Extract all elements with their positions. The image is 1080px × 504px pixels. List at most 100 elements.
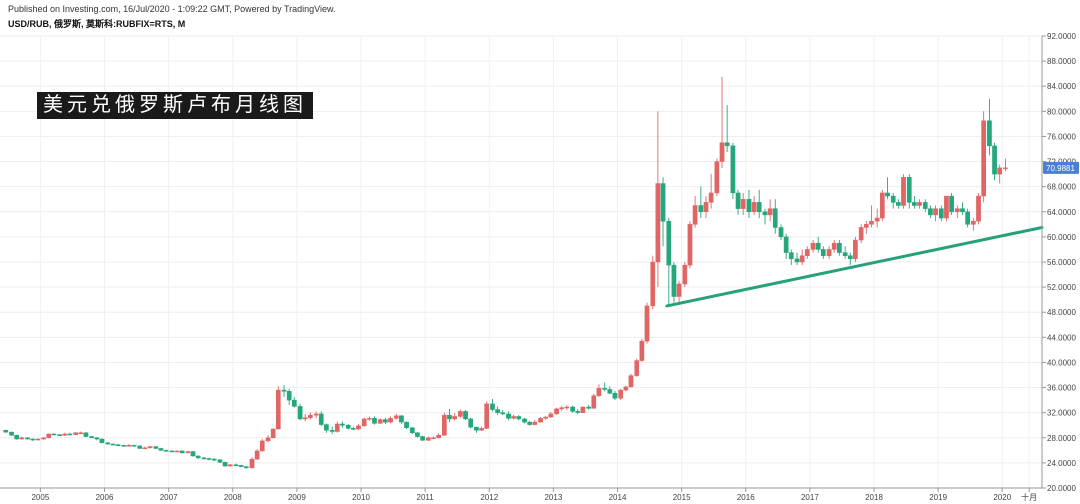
candle — [452, 413, 457, 421]
candle-body — [810, 242, 816, 250]
candle — [644, 302, 650, 344]
candle-body — [41, 437, 46, 440]
candle — [522, 417, 527, 424]
candle — [393, 413, 399, 420]
candle — [735, 189, 741, 215]
candle — [233, 463, 239, 467]
candle — [377, 418, 383, 424]
candle — [110, 443, 116, 446]
candle — [612, 390, 618, 401]
candle — [703, 196, 709, 219]
candle-body — [965, 211, 970, 225]
y-tick-label: 64.0000 — [1047, 208, 1076, 217]
candle — [890, 192, 896, 209]
candle-body — [522, 418, 527, 423]
candle — [388, 416, 393, 424]
candle — [559, 405, 565, 411]
x-tick-label: 2019 — [929, 493, 947, 502]
candle-body — [554, 408, 559, 415]
candle-body — [623, 386, 629, 391]
candle — [366, 416, 372, 421]
candle — [570, 405, 575, 413]
candle — [922, 199, 928, 212]
candle-body — [532, 421, 538, 425]
candle — [463, 410, 468, 421]
candle-body — [190, 451, 196, 457]
candle-body — [863, 224, 869, 228]
candle-body — [201, 457, 207, 460]
candle-body — [388, 418, 393, 423]
candle-body — [746, 198, 752, 213]
candle — [495, 406, 500, 416]
candle — [399, 415, 404, 424]
candle-body — [858, 227, 864, 241]
candle — [837, 240, 842, 256]
candle — [329, 426, 335, 435]
candle — [901, 174, 906, 209]
candle-body — [896, 202, 901, 206]
candle-body — [981, 120, 986, 197]
candle-body — [206, 458, 212, 460]
candle — [815, 236, 821, 253]
candle-body — [879, 192, 885, 219]
x-tick-label: 2011 — [417, 493, 435, 502]
candle — [538, 417, 543, 423]
candle-body — [302, 417, 308, 420]
candle-body — [644, 305, 650, 342]
candle-body — [890, 195, 896, 203]
candle — [527, 420, 533, 426]
candles-layer — [3, 76, 1008, 469]
candle — [708, 174, 714, 209]
candle-body — [291, 399, 297, 407]
candle-body — [938, 208, 944, 219]
candle — [719, 76, 725, 168]
y-tick-label: 36.0000 — [1047, 384, 1076, 393]
candle-body — [211, 458, 217, 461]
candle — [987, 98, 992, 156]
candle-body — [19, 437, 25, 440]
candle-body — [799, 255, 805, 263]
candle-body — [350, 428, 356, 430]
candle-body — [399, 415, 404, 423]
candle-body — [922, 202, 928, 209]
candle-body — [404, 421, 409, 428]
candle — [35, 438, 41, 441]
candle-body — [3, 429, 9, 433]
candle-body — [131, 445, 137, 447]
candle — [350, 426, 356, 431]
candle — [618, 388, 624, 401]
candle — [751, 196, 757, 215]
candle-body — [671, 264, 677, 297]
candle — [265, 435, 271, 443]
candle — [858, 224, 864, 244]
candle-body — [9, 431, 14, 436]
candle-body — [719, 142, 725, 162]
y-tick-label: 60.0000 — [1047, 233, 1076, 242]
candle — [602, 382, 608, 392]
candle — [89, 435, 95, 439]
candle — [78, 431, 84, 435]
candle-body — [740, 198, 746, 209]
candle-body — [238, 465, 244, 467]
y-tick-label: 32.0000 — [1047, 409, 1076, 418]
x-axis-ticks: 2005 2006 2007 2008 2009 2010 2011 2012 2013 2014… — [31, 488, 1037, 502]
candle-body — [73, 432, 79, 435]
candle — [41, 437, 46, 440]
candle — [687, 221, 693, 269]
candle-body — [265, 437, 271, 442]
candle-body — [329, 429, 335, 432]
y-axis-ticks: 92.000088.000084.000080.000076.000072.00… — [1042, 32, 1076, 493]
candle-body — [650, 261, 656, 307]
candle — [511, 414, 516, 420]
candle — [158, 447, 164, 451]
candle-body — [703, 202, 709, 213]
candle — [564, 405, 570, 411]
y-tick-label: 40.0000 — [1047, 358, 1076, 367]
candle — [121, 444, 127, 447]
candle — [345, 423, 351, 430]
candle-body — [281, 389, 287, 392]
candle-body — [580, 406, 586, 413]
candle — [912, 196, 917, 209]
candle-body — [142, 447, 148, 450]
candle — [692, 196, 698, 228]
